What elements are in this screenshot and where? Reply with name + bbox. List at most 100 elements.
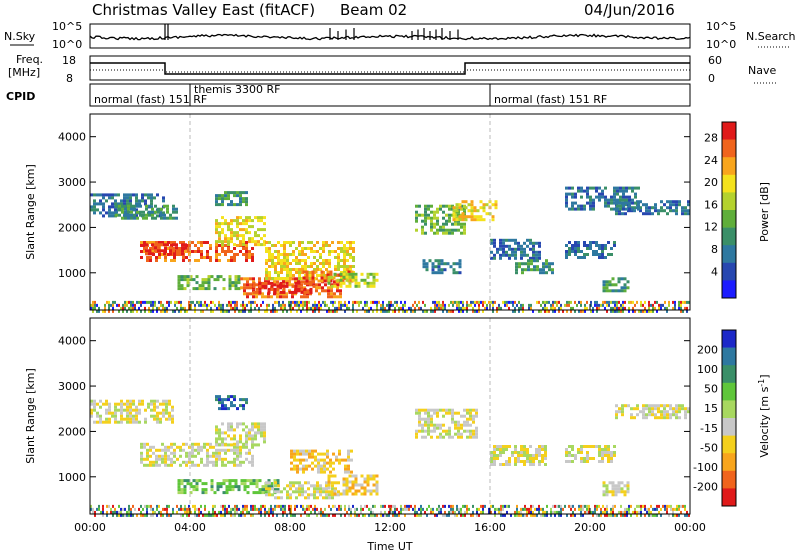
echo-cell xyxy=(466,309,468,313)
echo-cell xyxy=(239,222,242,226)
echo-cell xyxy=(636,504,638,508)
echo-cell xyxy=(230,513,232,517)
echo-cell xyxy=(166,243,169,247)
echo-cell xyxy=(630,300,632,304)
echo-cell xyxy=(327,295,330,299)
echo-cell xyxy=(681,404,684,408)
echo-cell xyxy=(126,405,129,409)
echo-cell xyxy=(207,275,211,279)
echo-cell xyxy=(316,490,319,494)
echo-cell xyxy=(126,399,129,403)
echo-cell xyxy=(536,265,539,269)
echo-cell xyxy=(306,295,309,299)
echo-cell xyxy=(244,513,246,517)
echo-cell xyxy=(442,222,445,226)
echo-cell xyxy=(184,246,187,250)
echo-cell xyxy=(143,244,146,247)
echo-cell xyxy=(294,300,296,304)
echo-cell xyxy=(230,460,233,464)
echo-cell xyxy=(124,306,126,310)
echo-cell xyxy=(544,510,546,514)
echo-cell xyxy=(237,488,241,492)
echo-cell xyxy=(608,289,612,293)
echo-cell xyxy=(280,504,282,508)
echo-cell xyxy=(150,309,152,313)
echo-cell xyxy=(504,303,506,307)
echo-cell xyxy=(242,510,244,514)
echo-cell xyxy=(349,268,352,271)
echo-cell xyxy=(291,295,294,299)
echo-cell xyxy=(375,474,379,478)
echo-cell xyxy=(311,449,314,453)
echo-cell xyxy=(218,303,220,307)
echo-cell xyxy=(505,253,508,257)
echo-cell xyxy=(276,482,280,486)
echo-cell xyxy=(472,309,474,313)
echo-cell xyxy=(642,410,645,414)
echo-cell xyxy=(104,309,106,313)
echo-cell xyxy=(169,246,172,250)
echo-cell xyxy=(628,207,631,211)
echo-cell xyxy=(274,481,277,485)
echo-cell xyxy=(463,423,466,427)
echo-cell xyxy=(344,467,347,471)
echo-cell xyxy=(115,213,118,217)
freq-label-line2: [MHz] xyxy=(8,66,40,79)
echo-cell xyxy=(221,194,224,198)
echo-cell xyxy=(452,303,454,307)
echo-cell xyxy=(648,206,651,210)
echo-cell xyxy=(338,452,341,456)
echo-cell xyxy=(165,402,168,406)
echo-cell xyxy=(257,219,260,223)
echo-cell xyxy=(236,504,238,508)
echo-cell xyxy=(505,445,508,448)
echo-cell xyxy=(104,303,106,307)
echo-cell xyxy=(554,513,556,517)
echo-cell xyxy=(194,463,197,467)
echo-cell xyxy=(310,241,313,244)
echo-cell xyxy=(568,303,570,307)
echo-cell xyxy=(640,510,642,514)
echo-cell xyxy=(102,420,105,424)
echo-cell xyxy=(369,492,373,496)
echo-cell xyxy=(298,250,301,253)
echo-cell xyxy=(532,247,535,251)
echo-cell xyxy=(577,241,580,244)
echo-cell xyxy=(154,246,157,250)
echo-cell xyxy=(108,303,110,307)
echo-cell xyxy=(455,271,459,275)
echo-cell xyxy=(250,303,252,307)
echo-cell xyxy=(479,200,483,204)
echo-cell xyxy=(470,209,474,213)
echo-cell xyxy=(224,448,227,452)
echo-cell xyxy=(622,300,624,304)
echo-cell xyxy=(626,280,630,284)
echo-cell xyxy=(648,309,650,313)
echo-cell xyxy=(400,306,402,310)
echo-cell xyxy=(206,448,209,452)
echo-cell xyxy=(158,448,161,452)
echo-cell xyxy=(336,309,338,313)
echo-cell xyxy=(248,437,251,441)
echo-cell xyxy=(178,309,180,313)
echo-cell xyxy=(682,504,684,508)
echo-cell xyxy=(337,241,340,244)
echo-cell xyxy=(490,463,493,466)
echo-cell xyxy=(129,402,132,406)
echo-cell xyxy=(308,464,311,468)
echo-cell xyxy=(123,417,126,421)
echo-cell xyxy=(398,513,400,517)
echo-cell xyxy=(218,407,221,411)
echo-cell xyxy=(348,284,352,288)
echo-cell xyxy=(628,300,630,304)
echo-cell xyxy=(565,195,568,199)
echo-cell xyxy=(232,507,234,511)
echo-cell xyxy=(179,454,182,458)
echo-cell xyxy=(614,306,616,310)
echo-cell xyxy=(201,287,205,291)
echo-cell xyxy=(630,209,633,213)
echo-cell xyxy=(660,306,662,310)
echo-cell xyxy=(612,507,614,511)
echo-cell xyxy=(140,457,143,461)
echo-cell xyxy=(310,504,312,508)
